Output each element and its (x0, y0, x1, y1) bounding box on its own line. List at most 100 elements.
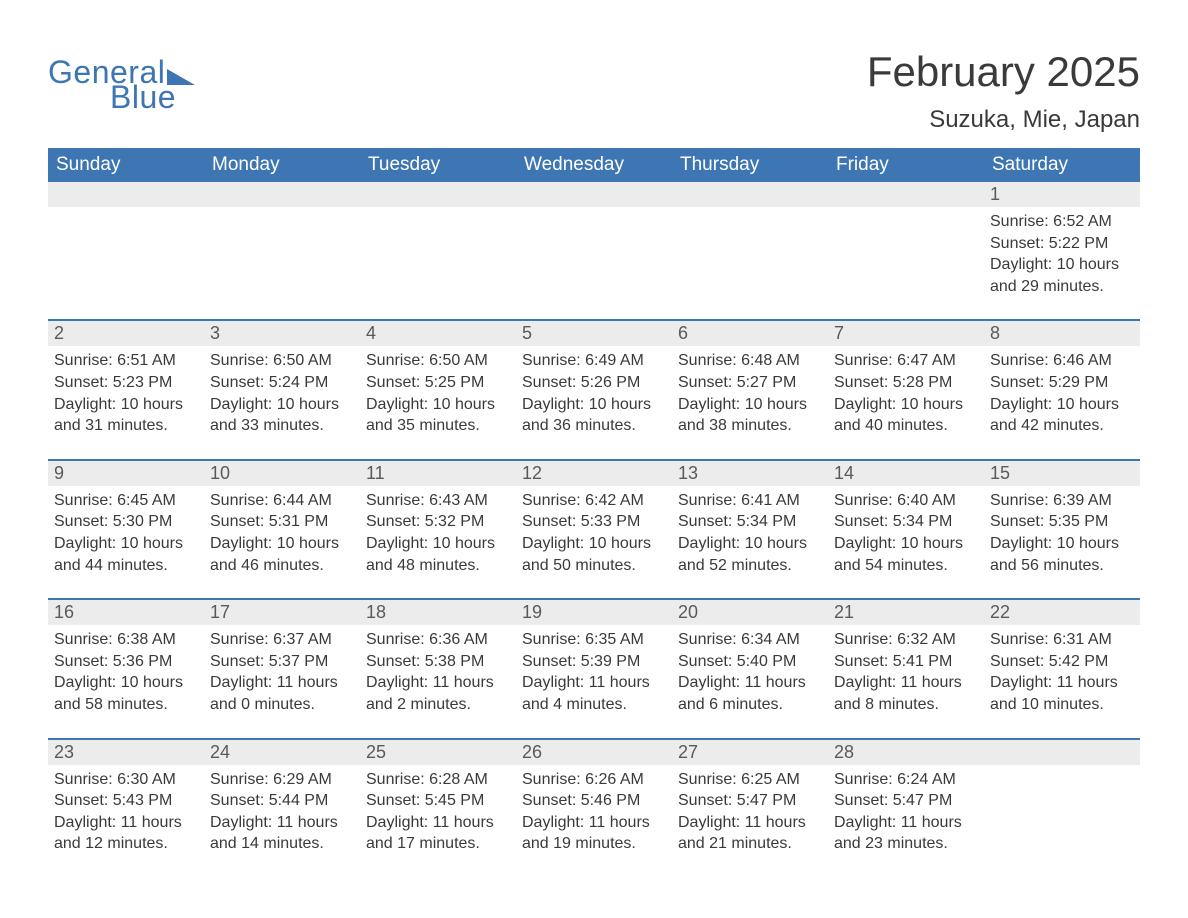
sunrise-line: Sunrise: 6:36 AM (366, 629, 510, 651)
day-cell: 16 Sunrise: 6:38 AMSunset: 5:36 PMDayligh… (48, 600, 204, 725)
day-number: 4 (360, 321, 516, 346)
weekday-header: SundayMondayTuesdayWednesdayThursdayFrid… (48, 148, 1140, 182)
daylight-line: Daylight: 11 hours and 14 minutes. (210, 812, 354, 855)
day-cell: 6Sunrise: 6:48 AMSunset: 5:27 PMDaylight… (672, 321, 828, 446)
week-row: 9Sunrise: 6:45 AMSunset: 5:30 PMDaylight… (48, 459, 1140, 586)
weekday-thursday: Thursday (672, 148, 828, 182)
day-body: Sunrise: 6:37 AMSunset: 5:37 PMDaylight:… (206, 629, 354, 715)
day-number: 2 (48, 321, 204, 346)
day-body: Sunrise: 6:35 AMSunset: 5:39 PMDaylight:… (518, 629, 666, 715)
sunrise-line: Sunrise: 6:39 AM (990, 490, 1134, 512)
day-body: Sunrise: 6:50 AMSunset: 5:25 PMDaylight:… (362, 350, 510, 436)
empty-cell (516, 182, 672, 307)
daylight-line: Daylight: 11 hours and 0 minutes. (210, 672, 354, 715)
sunrise-line: Sunrise: 6:40 AM (834, 490, 978, 512)
day-body: Sunrise: 6:41 AMSunset: 5:34 PMDaylight:… (674, 490, 822, 576)
daylight-line: Daylight: 10 hours and 54 minutes. (834, 533, 978, 576)
sunset-line: Sunset: 5:45 PM (366, 790, 510, 812)
day-number: 25 (360, 740, 516, 765)
sunset-line: Sunset: 5:42 PM (990, 651, 1134, 673)
sunset-line: Sunset: 5:44 PM (210, 790, 354, 812)
day-number: 22 (984, 600, 1140, 625)
daylight-line: Daylight: 11 hours and 17 minutes. (366, 812, 510, 855)
empty-cell (828, 182, 984, 307)
day-number: 14 (828, 461, 984, 486)
day-cell: 13 Sunrise: 6:41 AMSunset: 5:34 PMDayligh… (672, 461, 828, 586)
sunset-line: Sunset: 5:29 PM (990, 372, 1134, 394)
title-block: February 2025 Suzuka, Mie, Japan (867, 30, 1140, 142)
daylight-line: Daylight: 10 hours and 58 minutes. (54, 672, 198, 715)
day-number: 10 (204, 461, 360, 486)
sunrise-line: Sunrise: 6:48 AM (678, 350, 822, 372)
day-body: Sunrise: 6:43 AMSunset: 5:32 PMDaylight:… (362, 490, 510, 576)
week-row: 16 Sunrise: 6:38 AMSunset: 5:36 PMDayligh… (48, 598, 1140, 725)
daylight-line: Daylight: 10 hours and 29 minutes. (990, 254, 1134, 297)
empty-cell (360, 182, 516, 307)
daylight-line: Daylight: 10 hours and 46 minutes. (210, 533, 354, 576)
day-cell: 3Sunrise: 6:50 AMSunset: 5:24 PMDaylight… (204, 321, 360, 446)
weekday-wednesday: Wednesday (516, 148, 672, 182)
sunrise-line: Sunrise: 6:43 AM (366, 490, 510, 512)
day-body: Sunrise: 6:46 AMSunset: 5:29 PMDaylight:… (986, 350, 1134, 436)
sunset-line: Sunset: 5:36 PM (54, 651, 198, 673)
day-body: Sunrise: 6:31 AMSunset: 5:42 PMDaylight:… (986, 629, 1134, 715)
day-cell: 4 Sunrise: 6:50 AMSunset: 5:25 PMDaylight… (360, 321, 516, 446)
weekday-sunday: Sunday (48, 148, 204, 182)
header-row: General Blue February 2025 Suzuka, Mie, … (48, 30, 1140, 142)
sunset-line: Sunset: 5:35 PM (990, 511, 1134, 533)
day-cell: 24Sunrise: 6:29 AMSunset: 5:44 PMDayligh… (204, 740, 360, 865)
day-number: 19 (516, 600, 672, 625)
sunset-line: Sunset: 5:41 PM (834, 651, 978, 673)
day-number: 24 (204, 740, 360, 765)
weekday-tuesday: Tuesday (360, 148, 516, 182)
day-cell: 23Sunrise: 6:30 AMSunset: 5:43 PMDayligh… (48, 740, 204, 865)
sunrise-line: Sunrise: 6:47 AM (834, 350, 978, 372)
week-row: 1Sunrise: 6:52 AMSunset: 5:22 PMDaylight… (48, 182, 1140, 307)
day-cell: 2Sunrise: 6:51 AMSunset: 5:23 PMDaylight… (48, 321, 204, 446)
day-body: Sunrise: 6:47 AMSunset: 5:28 PMDaylight:… (830, 350, 978, 436)
sunrise-line: Sunrise: 6:30 AM (54, 769, 198, 791)
daylight-line: Daylight: 10 hours and 50 minutes. (522, 533, 666, 576)
daylight-line: Daylight: 10 hours and 35 minutes. (366, 394, 510, 437)
day-body: Sunrise: 6:49 AMSunset: 5:26 PMDaylight:… (518, 350, 666, 436)
day-number: 16 (48, 600, 204, 625)
daylight-line: Daylight: 10 hours and 38 minutes. (678, 394, 822, 437)
day-number: 1 (984, 182, 1140, 207)
sunrise-line: Sunrise: 6:52 AM (990, 211, 1134, 233)
daylight-line: Daylight: 10 hours and 52 minutes. (678, 533, 822, 576)
triangle-icon (167, 69, 195, 85)
day-number: 13 (672, 461, 828, 486)
sunset-line: Sunset: 5:26 PM (522, 372, 666, 394)
weekday-saturday: Saturday (984, 148, 1140, 182)
day-number (984, 740, 1140, 765)
daylight-line: Daylight: 11 hours and 8 minutes. (834, 672, 978, 715)
day-body: Sunrise: 6:25 AMSunset: 5:47 PMDaylight:… (674, 769, 822, 855)
calendar: SundayMondayTuesdayWednesdayThursdayFrid… (48, 148, 1140, 865)
sunset-line: Sunset: 5:31 PM (210, 511, 354, 533)
sunset-line: Sunset: 5:28 PM (834, 372, 978, 394)
day-body: Sunrise: 6:26 AMSunset: 5:46 PMDaylight:… (518, 769, 666, 855)
sunrise-line: Sunrise: 6:37 AM (210, 629, 354, 651)
empty-cell (48, 182, 204, 307)
sunset-line: Sunset: 5:34 PM (678, 511, 822, 533)
weekday-friday: Friday (828, 148, 984, 182)
day-number: 23 (48, 740, 204, 765)
weeks-container: 1Sunrise: 6:52 AMSunset: 5:22 PMDaylight… (48, 182, 1140, 865)
sunrise-line: Sunrise: 6:34 AM (678, 629, 822, 651)
day-cell: 14Sunrise: 6:40 AMSunset: 5:34 PMDayligh… (828, 461, 984, 586)
day-cell: 10Sunrise: 6:44 AMSunset: 5:31 PMDayligh… (204, 461, 360, 586)
day-cell: 1Sunrise: 6:52 AMSunset: 5:22 PMDaylight… (984, 182, 1140, 307)
day-number (828, 182, 984, 207)
sunrise-line: Sunrise: 6:32 AM (834, 629, 978, 651)
day-number: 18 (360, 600, 516, 625)
location: Suzuka, Mie, Japan (867, 106, 1140, 134)
day-body: Sunrise: 6:24 AMSunset: 5:47 PMDaylight:… (830, 769, 978, 855)
day-body: Sunrise: 6:39 AMSunset: 5:35 PMDaylight:… (986, 490, 1134, 576)
day-number: 7 (828, 321, 984, 346)
day-cell: 26Sunrise: 6:26 AMSunset: 5:46 PMDayligh… (516, 740, 672, 865)
day-number: 20 (672, 600, 828, 625)
day-number: 8 (984, 321, 1140, 346)
sunrise-line: Sunrise: 6:31 AM (990, 629, 1134, 651)
day-body: Sunrise: 6:38 AMSunset: 5:36 PMDaylight:… (50, 629, 198, 715)
day-number: 6 (672, 321, 828, 346)
